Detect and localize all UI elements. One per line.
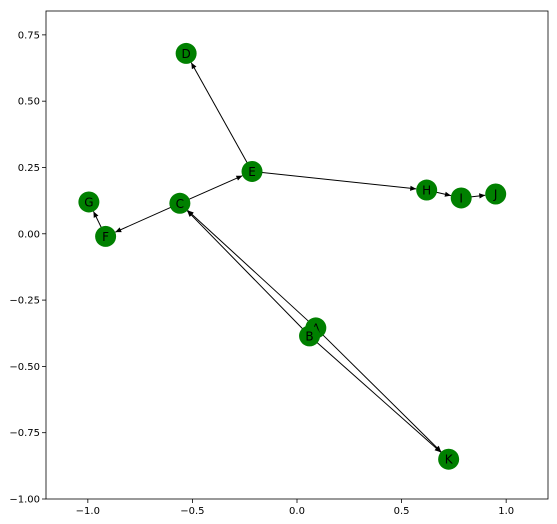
y-tick-label: 0.25 bbox=[18, 163, 40, 174]
x-tick-label: −0.5 bbox=[180, 506, 204, 517]
nodes-layer: ABCDEFGHIJK bbox=[78, 42, 507, 470]
node-E: E bbox=[241, 160, 263, 182]
edge-line bbox=[179, 175, 243, 204]
node-B: B bbox=[299, 325, 321, 347]
node-C: C bbox=[169, 192, 191, 214]
edge-line bbox=[251, 170, 417, 190]
y-tick-label: −0.75 bbox=[9, 428, 40, 439]
edge-arrowhead bbox=[187, 210, 194, 217]
node-circle bbox=[416, 179, 438, 201]
edge-C-F bbox=[114, 202, 181, 233]
node-label: B bbox=[305, 329, 313, 343]
edge-arrowhead bbox=[444, 191, 451, 197]
node-circle bbox=[450, 187, 472, 209]
node-label: F bbox=[102, 230, 109, 244]
node-label: G bbox=[84, 195, 93, 209]
edge-arrowhead bbox=[410, 185, 417, 191]
x-tick-label: 0.0 bbox=[289, 506, 305, 517]
edge-line bbox=[114, 202, 181, 233]
node-J: J bbox=[485, 183, 507, 205]
edge-arrowhead bbox=[479, 193, 486, 199]
node-F: F bbox=[95, 225, 117, 247]
y-tick-label: −1.00 bbox=[9, 495, 40, 506]
edge-C-E bbox=[179, 175, 243, 204]
node-label: H bbox=[422, 184, 431, 198]
edge-E-H bbox=[251, 170, 417, 191]
edge-arrowhead bbox=[191, 62, 197, 70]
node-label: J bbox=[493, 188, 498, 202]
node-label: E bbox=[248, 165, 256, 179]
edges-layer bbox=[93, 62, 486, 453]
edge-B-K bbox=[309, 335, 442, 453]
node-I: I bbox=[450, 187, 472, 209]
node-label: C bbox=[176, 197, 184, 211]
node-circle bbox=[95, 225, 117, 247]
edge-arrowhead bbox=[115, 227, 122, 233]
edge-arrowhead bbox=[93, 211, 99, 218]
edge-A-K bbox=[315, 327, 442, 453]
node-label: K bbox=[445, 453, 454, 467]
edge-arrowhead bbox=[235, 175, 243, 181]
edge-line bbox=[187, 210, 317, 329]
edge-B-C bbox=[186, 210, 310, 337]
node-circle bbox=[175, 42, 197, 64]
edge-line bbox=[190, 62, 253, 172]
node-label: D bbox=[182, 47, 191, 61]
node-circle bbox=[299, 325, 321, 347]
node-circle bbox=[241, 160, 263, 182]
y-tick-label: −0.50 bbox=[9, 362, 40, 373]
y-tick-label: −0.25 bbox=[9, 296, 40, 307]
edge-line bbox=[315, 327, 442, 453]
node-G: G bbox=[78, 191, 100, 213]
edge-arrowhead bbox=[434, 446, 441, 453]
edge-A-C bbox=[187, 210, 317, 329]
y-tick-label: 0.75 bbox=[18, 30, 40, 41]
edge-E-D bbox=[190, 62, 253, 172]
node-D: D bbox=[175, 42, 197, 64]
y-tick-label: 0.50 bbox=[18, 97, 40, 108]
node-circle bbox=[438, 448, 460, 470]
x-tick-label: −1.0 bbox=[76, 506, 100, 517]
node-circle bbox=[78, 191, 100, 213]
node-circle bbox=[169, 192, 191, 214]
x-axis: −1.0 −0.5 0.0 0.5 1.0 bbox=[76, 499, 514, 517]
node-H: H bbox=[416, 179, 438, 201]
y-tick-label: 0.00 bbox=[18, 229, 40, 240]
axes-frame bbox=[45, 10, 549, 500]
x-tick-label: 1.0 bbox=[498, 506, 514, 517]
node-label: I bbox=[459, 191, 463, 205]
edge-line bbox=[186, 210, 310, 337]
x-tick-label: 0.5 bbox=[394, 506, 410, 517]
node-circle bbox=[485, 183, 507, 205]
edge-line bbox=[309, 335, 442, 453]
y-axis: 0.75 0.50 0.25 0.00 −0.25 −0.50 −0.75 −1.00 bbox=[9, 30, 46, 506]
node-K: K bbox=[438, 448, 460, 470]
